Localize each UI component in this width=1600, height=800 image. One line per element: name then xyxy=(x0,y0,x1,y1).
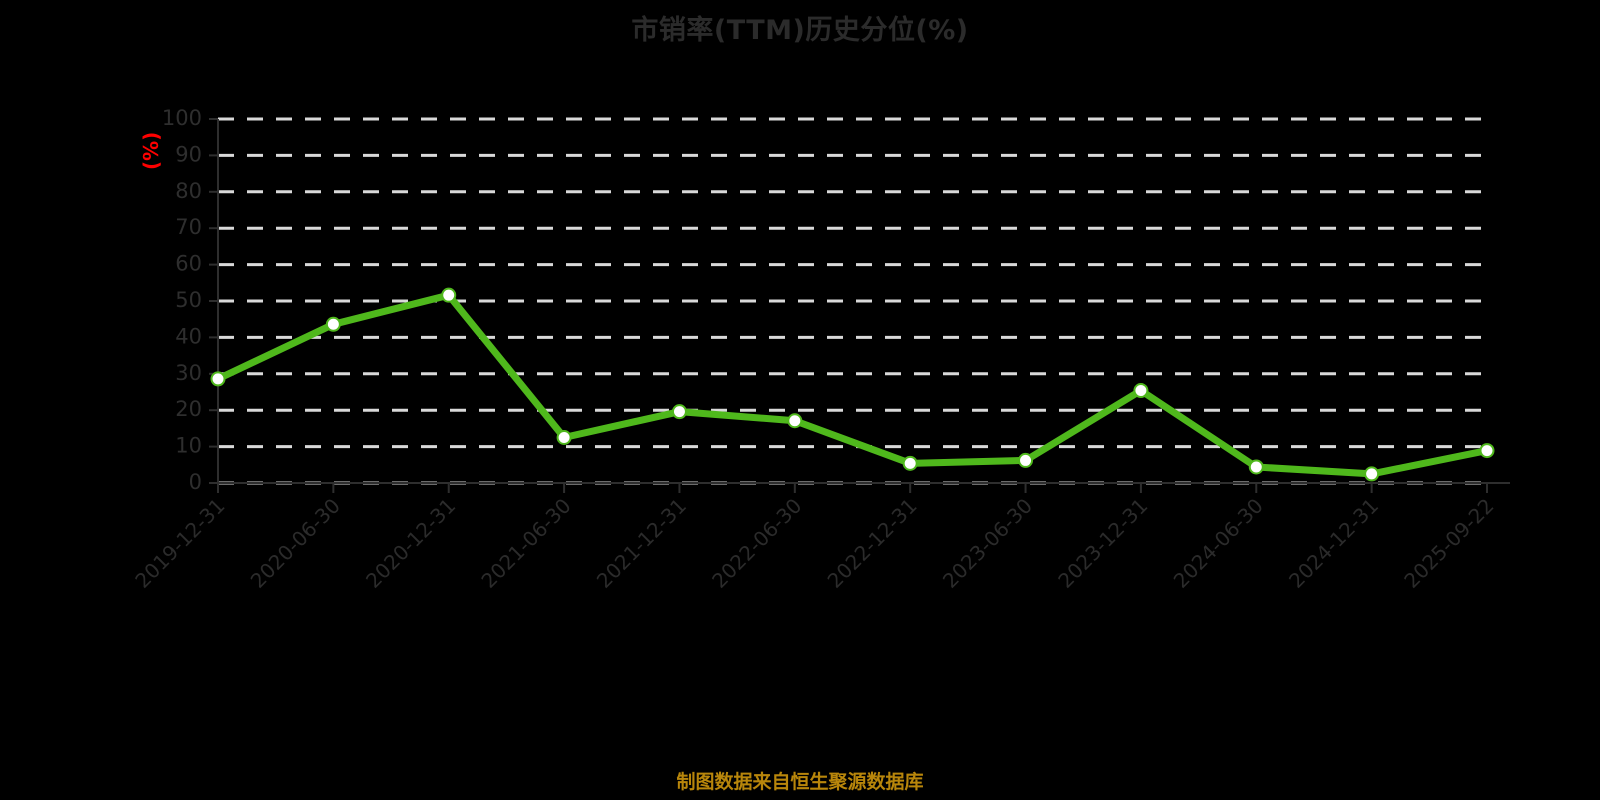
x-axis-tick-label: 2021-06-30 xyxy=(476,494,575,593)
y-axis-unit-text: (%) xyxy=(139,132,163,170)
data-point-marker[interactable]: 2021-12-31: 19.6 xyxy=(671,404,687,420)
data-point-marker[interactable]: 2024-06-30: 4.4 xyxy=(1248,459,1264,475)
y-axis-tick-label: 20 xyxy=(175,397,202,421)
data-point-marker[interactable]: 2020-12-31: 51.6 xyxy=(441,287,457,303)
y-axis-tick-label: 90 xyxy=(175,142,202,166)
x-axis-tick-label: 2023-12-31 xyxy=(1053,494,1152,593)
data-point-marker[interactable]: 2023-12-31: 25.4 xyxy=(1133,383,1149,399)
data-point-marker[interactable]: 2022-06-30: 17.1 xyxy=(787,413,803,429)
x-axis-tick-label: 2024-12-31 xyxy=(1284,494,1383,593)
data-point-marker[interactable]: 2023-06-30: 6.2 xyxy=(1018,452,1034,468)
y-axis-tick-label: 40 xyxy=(175,324,202,348)
data-point-marker[interactable]: 2022-12-31: 5.4 xyxy=(902,455,918,471)
axis-lines-group xyxy=(209,119,1510,484)
x-axis-tick-label: 2020-06-30 xyxy=(246,494,345,593)
data-point-marker[interactable]: 2020-06-30: 43.6 xyxy=(325,316,341,332)
footer-note: 制图数据来自恒生聚源数据库 xyxy=(676,771,924,793)
y-axis-tick-label: 10 xyxy=(175,434,202,458)
x-axis-tick-label: 2025-09-22 xyxy=(1399,494,1498,593)
x-axis-ticks-group: 2019-12-31 2020-06-30 2020-12-31 2021-06-30… xyxy=(130,483,1499,593)
series-polyline xyxy=(214,291,1491,478)
y-axis-ticks-group: 0 10 20 30 40 50 60 70 80 90 100 xyxy=(162,106,218,494)
y-axis-tick-label: 50 xyxy=(175,288,202,312)
data-point-marker[interactable]: 2025-09-22: 8.9 xyxy=(1479,443,1495,459)
y-axis-tick-label: 30 xyxy=(175,361,202,385)
x-axis-tick-label: 2020-12-31 xyxy=(361,494,460,593)
x-axis-tick-label: 2024-06-30 xyxy=(1169,494,1268,593)
x-axis-tick-label: 2022-06-30 xyxy=(707,494,806,593)
y-axis-unit-label: (%) xyxy=(139,132,163,170)
x-axis-tick-label: 2019-12-31 xyxy=(130,494,229,593)
y-axis-tick-label: 60 xyxy=(175,252,202,276)
data-point-marker[interactable]: 2024-12-31: 2.5 xyxy=(1364,466,1380,482)
x-axis-tick-label: 2023-06-30 xyxy=(938,494,1037,593)
y-axis-tick-label: 70 xyxy=(175,215,202,239)
x-axis-tick-label: 2021-12-31 xyxy=(592,494,691,593)
data-point-markers[interactable]: 2019-12-31: 28.6 2020-06-30: 43.6 2020-12-… xyxy=(210,287,1495,482)
y-axis-tick-label: 0 xyxy=(189,470,202,494)
data-point-marker[interactable]: 2021-06-30: 12.5 xyxy=(556,430,572,445)
x-axis-tick-label: 2022-12-31 xyxy=(823,494,922,593)
y-axis-tick-label: 100 xyxy=(162,106,202,130)
data-series-line xyxy=(214,291,1491,478)
gridlines-group xyxy=(218,117,1487,485)
data-point-marker[interactable]: 2019-12-31: 28.6 xyxy=(210,371,226,387)
y-axis-tick-label: 80 xyxy=(175,179,202,203)
page-title: 市销率(TTM)历史分位(%) xyxy=(631,15,969,46)
